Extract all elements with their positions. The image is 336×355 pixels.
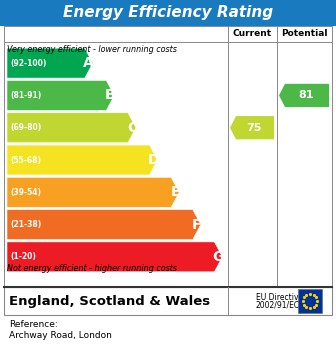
Polygon shape	[7, 48, 93, 78]
Text: Not energy efficient - higher running costs: Not energy efficient - higher running co…	[7, 264, 177, 273]
Text: B: B	[105, 88, 116, 103]
Text: Very energy efficient - lower running costs: Very energy efficient - lower running co…	[7, 45, 177, 54]
Text: G: G	[213, 250, 224, 264]
Polygon shape	[7, 145, 158, 175]
Text: (69-80): (69-80)	[10, 123, 41, 132]
Bar	[4, 287, 332, 315]
Text: England, Scotland & Wales: England, Scotland & Wales	[9, 295, 210, 307]
Text: 2002/91/EC: 2002/91/EC	[256, 300, 300, 310]
Bar	[4, 26, 332, 287]
Polygon shape	[279, 84, 329, 107]
Text: Archway Road, London: Archway Road, London	[9, 331, 112, 340]
Text: A: A	[83, 56, 94, 70]
Text: Energy Efficiency Rating: Energy Efficiency Rating	[63, 5, 273, 21]
Text: (21-38): (21-38)	[10, 220, 41, 229]
Polygon shape	[7, 242, 222, 272]
Text: (81-91): (81-91)	[10, 91, 41, 100]
Text: 81: 81	[298, 91, 314, 100]
Text: (1-20): (1-20)	[10, 252, 36, 261]
Text: D: D	[148, 153, 159, 167]
Text: EU Directive: EU Directive	[256, 294, 303, 302]
Text: (55-68): (55-68)	[10, 155, 41, 164]
Text: Current: Current	[233, 29, 272, 38]
Text: Reference:: Reference:	[9, 320, 58, 329]
Polygon shape	[7, 178, 179, 207]
Text: 75: 75	[246, 123, 262, 133]
Polygon shape	[230, 116, 274, 139]
Bar	[0, 0, 336, 26]
Text: F: F	[192, 218, 202, 231]
Bar	[298, 289, 322, 313]
Text: (92-100): (92-100)	[10, 59, 46, 68]
Text: C: C	[127, 121, 137, 135]
Text: E: E	[170, 185, 180, 199]
Text: Potential: Potential	[281, 29, 328, 38]
Polygon shape	[7, 81, 114, 110]
Polygon shape	[7, 210, 201, 240]
Text: (39-54): (39-54)	[10, 188, 41, 197]
Polygon shape	[7, 113, 136, 143]
